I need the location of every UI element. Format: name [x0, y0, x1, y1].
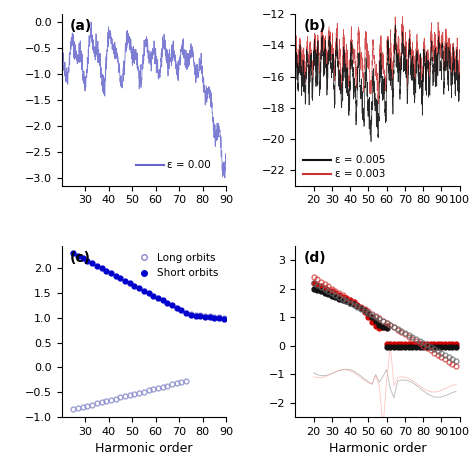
Text: (b): (b)	[303, 19, 326, 33]
Text: (a): (a)	[70, 19, 92, 33]
X-axis label: Harmonic order: Harmonic order	[95, 442, 192, 456]
Text: ε = 0.00: ε = 0.00	[167, 160, 210, 170]
Legend: Long orbits, Short orbits: Long orbits, Short orbits	[131, 251, 221, 280]
Text: (d): (d)	[303, 251, 326, 265]
Text: ε = 0.005: ε = 0.005	[335, 155, 385, 165]
Text: (c): (c)	[70, 251, 91, 265]
Text: ε = 0.003: ε = 0.003	[335, 169, 385, 179]
X-axis label: Harmonic order: Harmonic order	[329, 442, 426, 456]
